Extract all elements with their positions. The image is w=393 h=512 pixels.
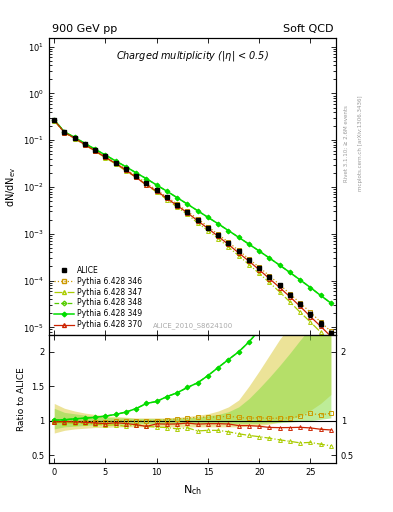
Y-axis label: Ratio to ALICE: Ratio to ALICE — [17, 367, 26, 431]
Y-axis label: dN/dN$_{\rm ev}$: dN/dN$_{\rm ev}$ — [4, 166, 18, 207]
Legend: ALICE, Pythia 6.428 346, Pythia 6.428 347, Pythia 6.428 348, Pythia 6.428 349, P: ALICE, Pythia 6.428 346, Pythia 6.428 34… — [53, 264, 144, 331]
Text: Soft QCD: Soft QCD — [283, 24, 333, 34]
Text: mcplots.cern.ch [arXiv:1306.3436]: mcplots.cern.ch [arXiv:1306.3436] — [358, 96, 363, 191]
Text: 900 GeV pp: 900 GeV pp — [52, 24, 117, 34]
Text: ALICE_2010_S8624100: ALICE_2010_S8624100 — [152, 322, 233, 329]
Text: Charged multiplicity (|$\eta$| < 0.5): Charged multiplicity (|$\eta$| < 0.5) — [116, 49, 269, 63]
Text: Rivet 3.1.10; ≥ 2.6M events: Rivet 3.1.10; ≥ 2.6M events — [344, 105, 349, 182]
X-axis label: N$_{\rm ch}$: N$_{\rm ch}$ — [183, 483, 202, 497]
